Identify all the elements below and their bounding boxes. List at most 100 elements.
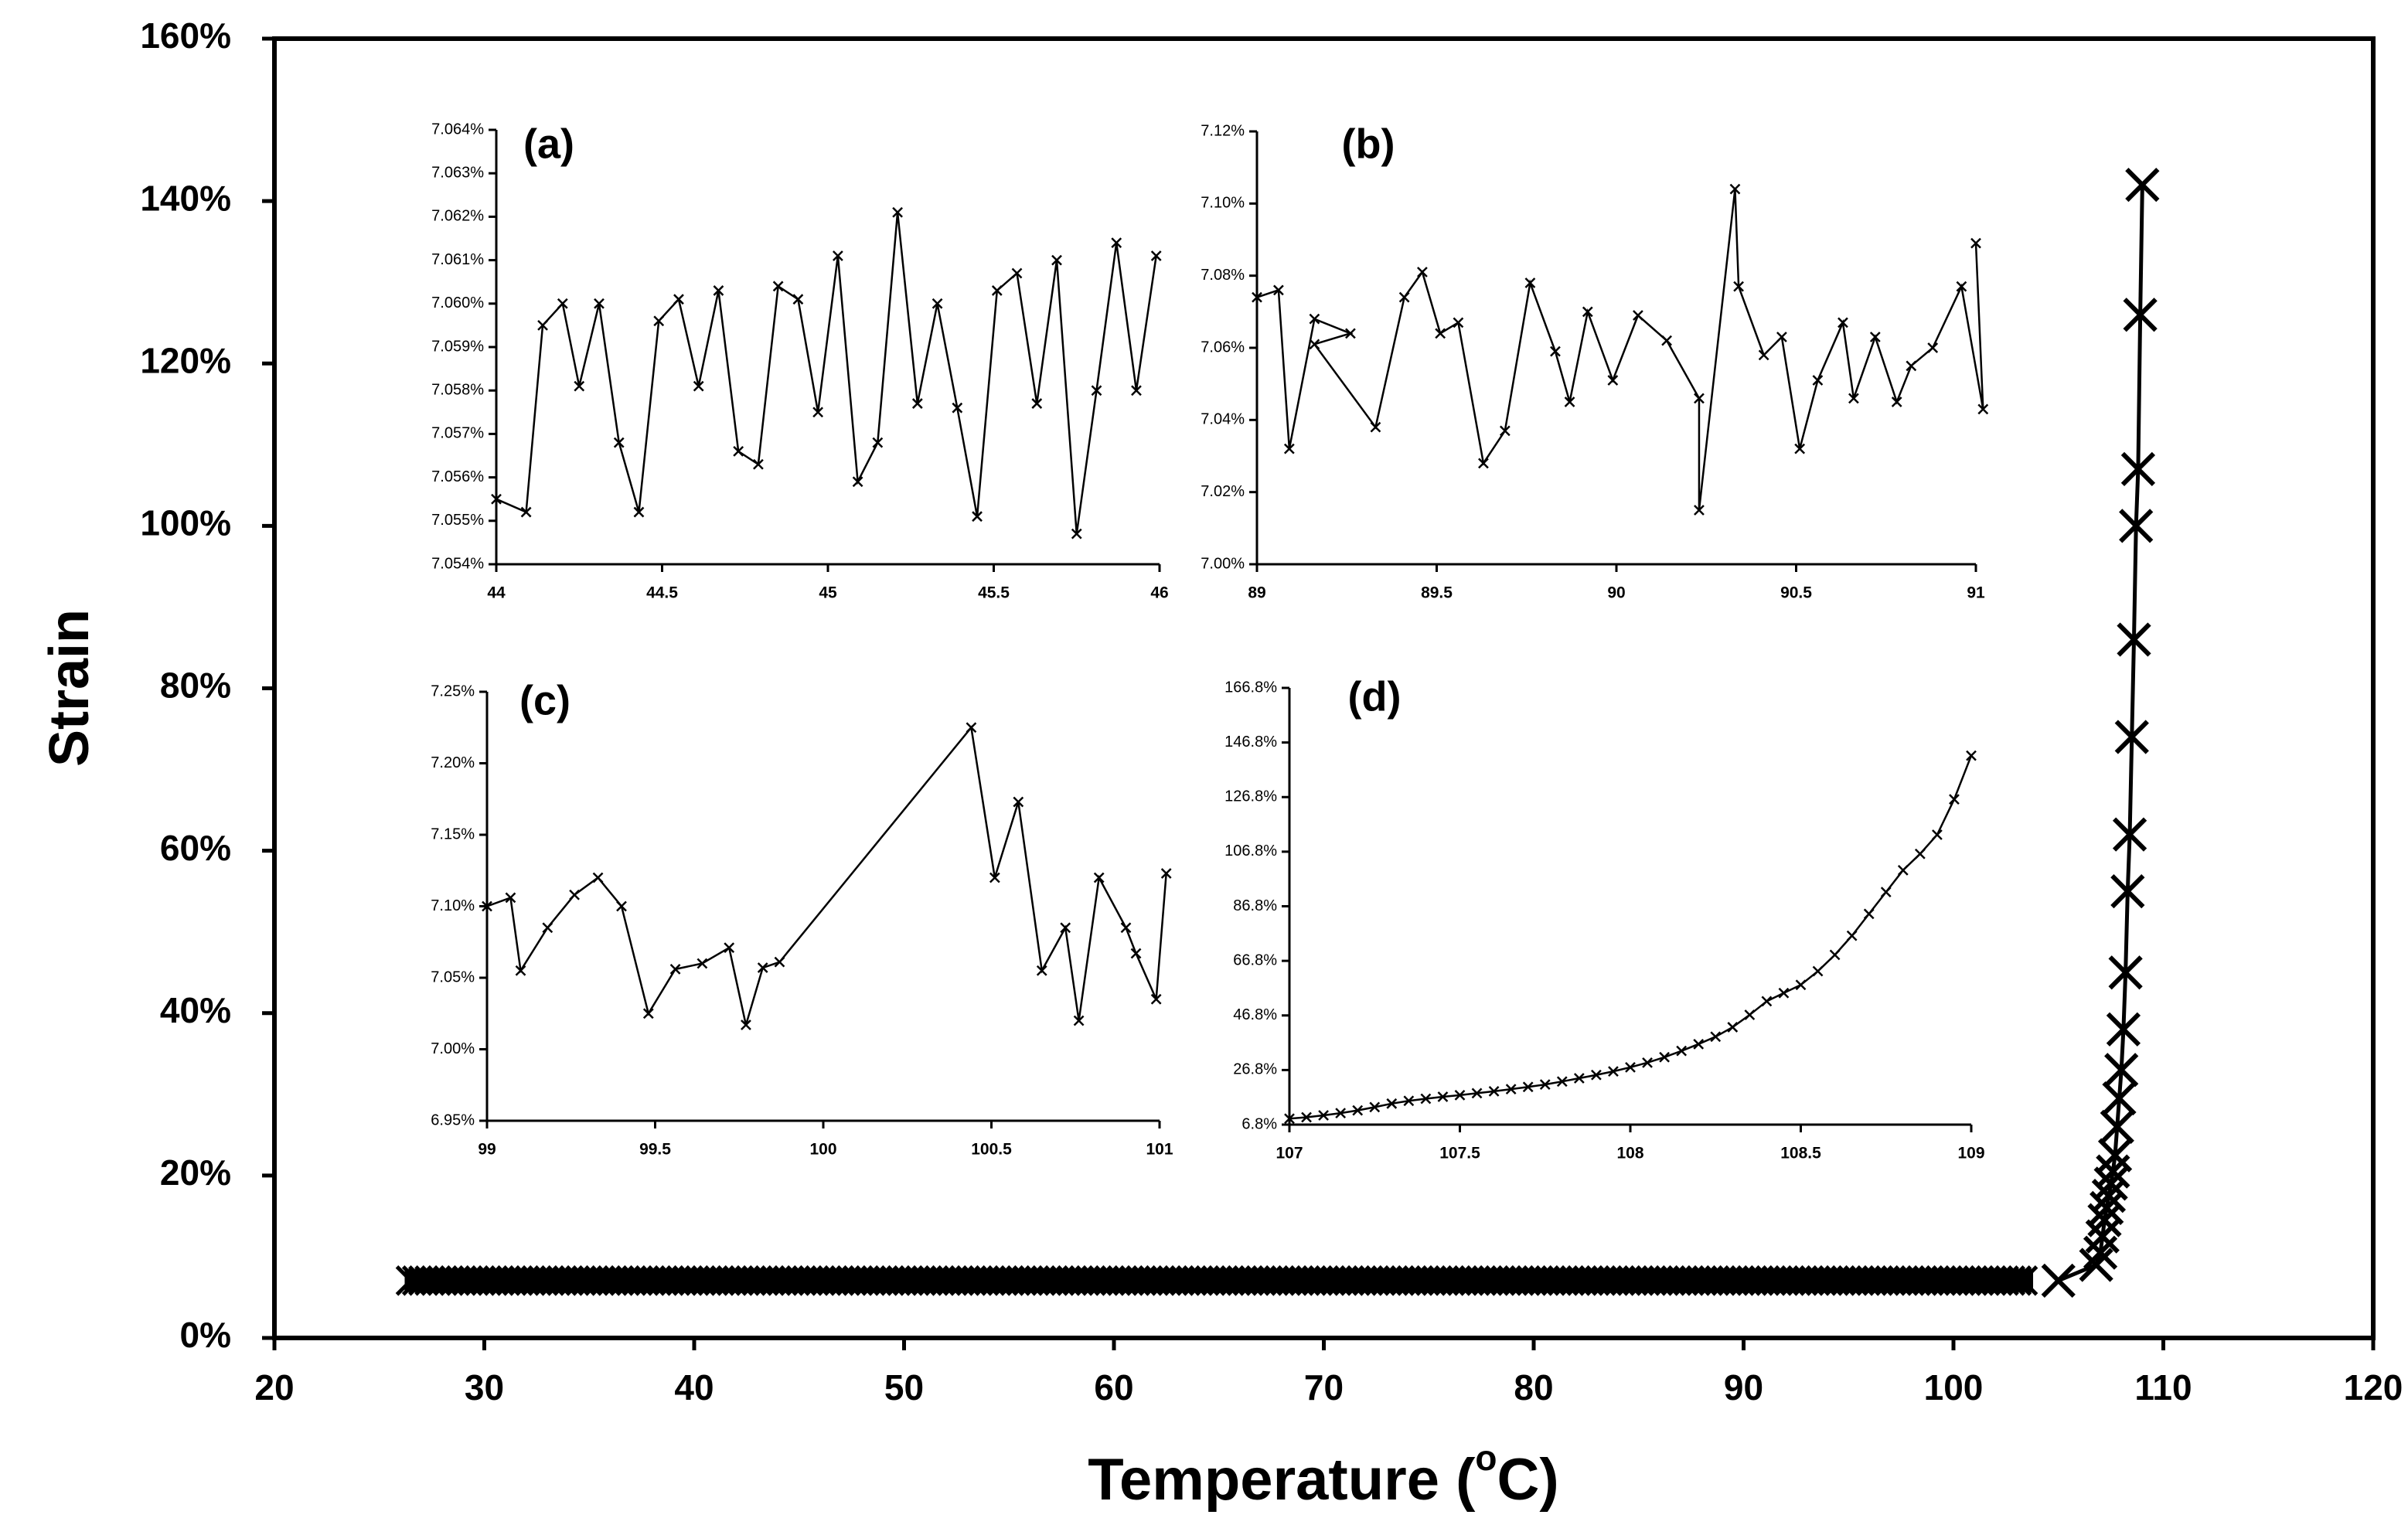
inset-a-point-marker [753, 458, 764, 470]
inset-c-point-marker [757, 962, 768, 973]
inset-a-x-tick-label: 44.5 [646, 584, 678, 602]
inset-b-point-marker [1848, 393, 1859, 404]
inset-d-point-marker [1897, 865, 1909, 876]
main-point-marker [2104, 1053, 2139, 1088]
inset-a-point-marker [491, 493, 502, 505]
inset-a-point-marker [892, 206, 903, 218]
main-x-tick-label: 60 [1094, 1367, 1133, 1408]
main-point-marker [2097, 1138, 2133, 1173]
inset-d-point-marker [1403, 1095, 1415, 1107]
main-x-tick-label: 20 [254, 1367, 294, 1408]
inset-d-point-marker [1727, 1022, 1739, 1033]
inset-d-y-tick-label: 106.8% [1224, 842, 1277, 860]
inset-d-point-marker [1914, 848, 1926, 860]
inset-a: 7.054% 7.055% 7.056% 7.057% 7.058% 7.059% 7.06… [431, 121, 1169, 601]
inset-d-point-marker [1966, 750, 1977, 761]
main-point-marker [1994, 1265, 2026, 1296]
inset-b-point-marker [1694, 393, 1705, 404]
inset-d-y-tick-label: 166.8% [1224, 679, 1277, 696]
inset-b-point-marker [1733, 281, 1744, 292]
inset-a-y-tick-label: 7.058% [431, 381, 484, 398]
inset-b-point-marker [1812, 375, 1824, 386]
inset-b-point-marker [1776, 332, 1787, 342]
inset-b-point-marker [1633, 310, 1643, 321]
main-x-tick-label: 70 [1304, 1367, 1344, 1408]
inset-b-point-marker [1758, 349, 1769, 361]
main-x-axis-label: Temperature (oC) [1088, 1438, 1558, 1513]
inset-d-point-marker [1693, 1038, 1705, 1050]
inset-a-point-marker [1031, 398, 1043, 409]
inset-c-point-marker [1093, 872, 1105, 883]
inset-b-panel-label: (b) [1342, 121, 1395, 167]
inset-a-point-marker [574, 380, 585, 392]
inset-c-x-tick-label: 100 [809, 1141, 836, 1159]
inset-c-point-marker [1036, 965, 1047, 976]
inset-c-x-tick-label: 101 [1146, 1141, 1173, 1159]
main-point-marker [2120, 451, 2156, 486]
inset-a-point-marker [520, 506, 532, 518]
inset-b-y-tick-label: 7.12% [1201, 122, 1245, 139]
inset-a-x-tick-label: 45.5 [978, 584, 1010, 602]
main-x-tick-label: 110 [2134, 1367, 2192, 1408]
inset-c-point-marker [505, 892, 516, 904]
inset-b-point-marker [1252, 291, 1262, 303]
inset-d-point-marker [1437, 1091, 1449, 1102]
inset-c-point-marker [669, 964, 681, 975]
inset-b-point-marker [1927, 342, 1939, 353]
inset-b-point-marker [1582, 306, 1593, 318]
inset-d-point-marker [1284, 1113, 1295, 1125]
inset-a-point-marker [792, 294, 804, 305]
inset-d-point-marker [1744, 1009, 1756, 1020]
x-axis-label-main: Temperature ( [1088, 1447, 1476, 1513]
main-x-tick-label: 50 [884, 1367, 924, 1408]
main-x-tick-label: 120 [2344, 1367, 2403, 1408]
main-point-marker [2112, 817, 2147, 852]
inset-b-point-marker [1273, 284, 1284, 296]
inset-d-point-marker [1369, 1101, 1381, 1113]
inset-d-point-marker [1335, 1108, 1347, 1119]
inset-d-y-tick-label: 46.8% [1233, 1006, 1277, 1023]
inset-a-point-marker [932, 298, 943, 309]
inset-a-point-marker [812, 407, 824, 418]
inset-a-point-marker [633, 506, 645, 518]
inset-d-point-marker [1812, 965, 1824, 977]
inset-b-point-marker [1869, 332, 1881, 342]
inset-d-y-tick-label: 26.8% [1233, 1061, 1277, 1078]
main-series [395, 167, 2160, 1298]
inset-d-point-marker [1761, 996, 1773, 1007]
inset-b-point-marker [1417, 267, 1428, 277]
inset-c-y-tick-label: 6.95% [431, 1111, 475, 1128]
inset-a-point-marker [1051, 254, 1062, 266]
inset-b-point-marker [1370, 421, 1381, 433]
inset-c-point-marker [774, 956, 785, 968]
inset-d-y-tick-label: 126.8% [1224, 788, 1277, 805]
inset-a-point-marker [972, 511, 983, 523]
inset-b-point-marker [1398, 291, 1410, 303]
inset-b-point-marker [1838, 317, 1848, 328]
inset-a-point-marker [594, 298, 605, 309]
inset-a-panel-label: (a) [523, 121, 574, 167]
main-point-marker [2093, 1166, 2128, 1201]
inset-b-y-tick-label: 7.10% [1201, 195, 1245, 212]
inset-d-point-marker [1846, 930, 1858, 941]
inset-d-point-marker [1386, 1098, 1398, 1109]
inset-a-point-marker [832, 250, 843, 261]
inset-a-series-line [496, 212, 1157, 534]
inset-c-panel-label: (c) [519, 677, 570, 723]
inset-b-point-marker [1977, 403, 1989, 415]
main-x-tick-label: 90 [1724, 1367, 1763, 1408]
inset-a-point-marker [1111, 237, 1122, 249]
main-point-marker [2106, 1012, 2141, 1047]
inset-d-point-marker [1642, 1057, 1653, 1068]
inset-d-x-tick-label: 109 [1957, 1145, 1984, 1162]
inset-d-y-tick-label: 146.8% [1224, 734, 1277, 751]
inset-c-point-marker [569, 889, 580, 900]
inset-b-point-marker [1309, 339, 1320, 350]
inset-b-y-tick-label: 7.06% [1201, 339, 1245, 356]
inset-c-y-tick-label: 7.10% [431, 897, 475, 914]
x-axis-label-tail: C) [1497, 1447, 1559, 1513]
inset-d-point-marker [1420, 1093, 1432, 1105]
inset-c-point-marker [515, 965, 526, 976]
main-y-tick-label: 140% [140, 178, 231, 218]
